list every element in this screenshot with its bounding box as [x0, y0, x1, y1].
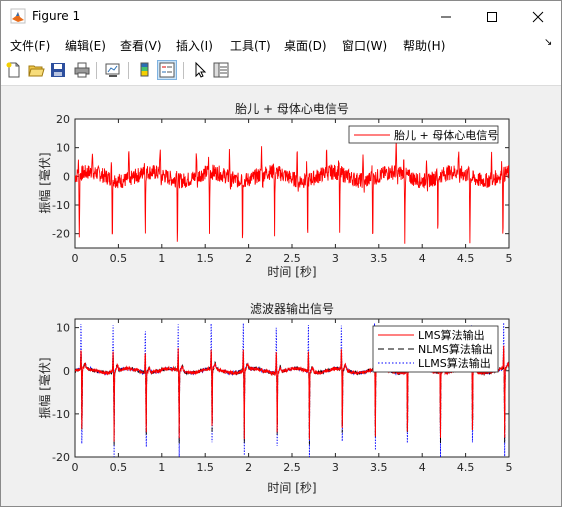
maximize-button[interactable]: [469, 1, 515, 32]
toolbar: [1, 56, 561, 86]
x-tick-label: 2.5: [283, 461, 301, 474]
insert-legend-icon[interactable]: [157, 60, 177, 80]
x-tick-label: 3.5: [370, 252, 388, 265]
edit-plot-arrow-icon[interactable]: [191, 61, 209, 79]
close-button[interactable]: [515, 1, 561, 32]
matlab-logo-icon: [10, 8, 26, 24]
minimize-icon: [441, 16, 451, 17]
y-tick-label: 20: [56, 113, 70, 126]
legend-nlms-entry: NLMS算法输出: [418, 342, 493, 356]
axes-top-ylabel: 振幅 [毫伏]: [37, 152, 52, 213]
menu-view[interactable]: 查看(V): [120, 39, 162, 53]
link-plot-icon[interactable]: [104, 61, 122, 79]
y-tick-label: -20: [52, 228, 70, 241]
y-tick-label: -10: [52, 408, 70, 421]
menu-file[interactable]: 文件(F): [10, 39, 51, 53]
y-tick-label: 0: [63, 365, 70, 378]
legend-top-entry: 胎儿 + 母体心电信号: [394, 128, 498, 142]
save-icon[interactable]: [49, 61, 67, 79]
x-tick-label: 1.5: [196, 461, 214, 474]
x-tick-label: 0: [72, 461, 79, 474]
x-tick-label: 3: [332, 461, 339, 474]
insert-colorbar-icon[interactable]: [136, 61, 154, 79]
x-tick-label: 4: [419, 461, 426, 474]
y-tick-label: 10: [56, 142, 70, 155]
x-tick-label: 5: [506, 461, 513, 474]
menu-overflow-icon[interactable]: ↘: [544, 37, 553, 48]
axes-bottom[interactable]: 滤波器输出信号 时间 [秒] 振幅 [毫伏] 0 0.5 1 1.5 2 2.5 3 3.5 4…: [37, 301, 513, 495]
x-tick-label: 0.5: [110, 461, 128, 474]
axes-bottom-title: 滤波器输出信号: [250, 301, 334, 316]
menu-help[interactable]: 帮助(H): [403, 39, 446, 53]
property-inspector-icon[interactable]: [212, 61, 230, 79]
legend-llms-entry: LLMS算法输出: [418, 356, 491, 370]
open-file-icon[interactable]: [27, 61, 45, 79]
x-tick-label: 1.5: [196, 252, 214, 265]
x-tick-label: 5: [506, 252, 513, 265]
title-bar[interactable]: Figure 1: [1, 1, 561, 32]
menu-window[interactable]: 窗口(W): [342, 39, 388, 53]
y-tick-label: 0: [63, 170, 70, 183]
toolbar-separator: [183, 62, 184, 79]
axes-bottom-ylabel: 振幅 [毫伏]: [37, 357, 52, 418]
x-tick-label: 3: [332, 252, 339, 265]
legend-lms-entry: LMS算法输出: [418, 328, 485, 342]
figure-canvas[interactable]: 胎儿 + 母体心电信号 时间 [秒] 振幅 [毫伏] 0 0.5 1 1.5 2 2.5 3…: [1, 86, 561, 506]
series-ecg-line: [75, 139, 509, 244]
y-tick-label: -10: [52, 199, 70, 212]
x-tick-label: 1: [158, 252, 165, 265]
menu-bar: 文件(F) 编辑(E) 查看(V) 插入(I) 工具(T) 桌面(D) 窗口(W…: [1, 32, 561, 56]
x-tick-label: 1: [158, 461, 165, 474]
x-tick-label: 2: [245, 252, 252, 265]
legend-top[interactable]: 胎儿 + 母体心电信号: [348, 125, 499, 144]
menu-tools[interactable]: 工具(T): [230, 39, 271, 53]
axes-bottom-xlabel: 时间 [秒]: [267, 481, 316, 495]
y-tick-label: -20: [52, 451, 70, 464]
axes-top[interactable]: 胎儿 + 母体心电信号 时间 [秒] 振幅 [毫伏] 0 0.5 1 1.5 2 2.5 3…: [37, 102, 513, 279]
x-tick-label: 0: [72, 252, 79, 265]
axes-top-title: 胎儿 + 母体心电信号: [235, 102, 349, 116]
x-tick-label: 0.5: [110, 252, 128, 265]
y-tick-label: 10: [56, 322, 70, 335]
menu-insert[interactable]: 插入(I): [176, 39, 213, 53]
x-tick-label: 4: [419, 252, 426, 265]
new-figure-icon[interactable]: [5, 61, 23, 79]
minimize-button[interactable]: [423, 1, 469, 32]
menu-edit[interactable]: 编辑(E): [65, 39, 106, 53]
window-title: Figure 1: [32, 9, 81, 23]
x-tick-label: 4.5: [457, 461, 475, 474]
toolbar-separator: [96, 62, 97, 79]
close-icon: [532, 11, 544, 22]
x-tick-label: 2.5: [283, 252, 301, 265]
print-icon[interactable]: [73, 61, 91, 79]
legend-bottom[interactable]: LMS算法输出 NLMS算法输出 LLMS算法输出: [372, 325, 499, 373]
x-tick-label: 2: [245, 461, 252, 474]
maximize-icon: [487, 11, 497, 22]
x-tick-label: 4.5: [457, 252, 475, 265]
axes-top-xlabel: 时间 [秒]: [267, 265, 316, 279]
x-tick-label: 3.5: [370, 461, 388, 474]
toolbar-separator: [128, 62, 129, 79]
menu-desktop[interactable]: 桌面(D): [284, 39, 327, 53]
